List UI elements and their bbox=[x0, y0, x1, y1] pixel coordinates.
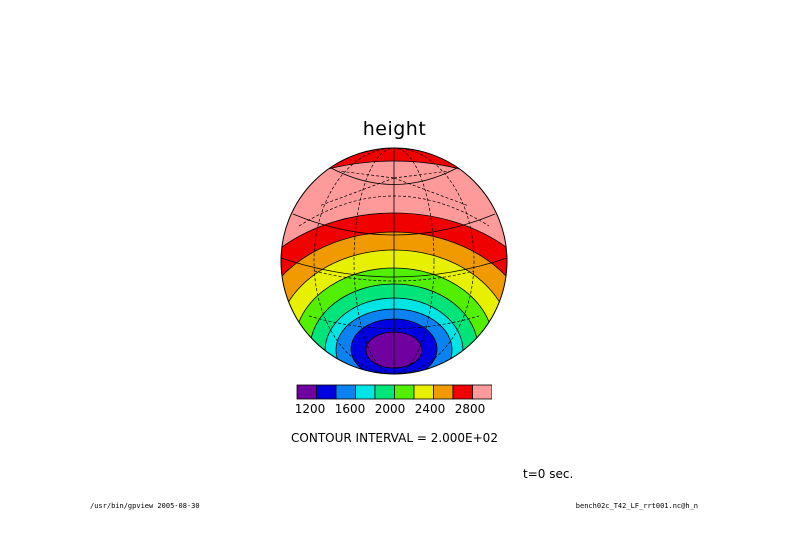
colorbar-swatch bbox=[335, 384, 356, 400]
colorbar-tick-1600: 1600 bbox=[334, 402, 366, 416]
globe-contour-map bbox=[280, 147, 508, 375]
colorbar-tick-1200: 1200 bbox=[294, 402, 326, 416]
footer-right: bench02c_T42_LF_rrt001.nc@h_n bbox=[575, 502, 698, 510]
colorbar-swatch bbox=[433, 384, 454, 400]
time-label: t=0 sec. bbox=[523, 467, 574, 481]
globe-outline bbox=[280, 147, 508, 375]
colorbar bbox=[296, 384, 492, 400]
colorbar-tick-2800: 2800 bbox=[454, 402, 486, 416]
colorbar-swatch bbox=[374, 384, 395, 400]
colorbar-swatch bbox=[355, 384, 376, 400]
graticule-parallels bbox=[281, 148, 507, 374]
colorbar-tick-2000: 2000 bbox=[374, 402, 406, 416]
contour-interval-label: CONTOUR INTERVAL = 2.000E+02 bbox=[291, 431, 498, 445]
colorbar-swatch bbox=[296, 384, 317, 400]
plot-title: height bbox=[362, 118, 427, 140]
colorbar-tick-2400: 2400 bbox=[414, 402, 446, 416]
footer-left: /usr/bin/gpview 2005-08-30 bbox=[90, 502, 200, 510]
colorbar-swatch bbox=[472, 384, 492, 400]
colorbar-swatch bbox=[394, 384, 415, 400]
colorbar-swatch bbox=[413, 384, 434, 400]
colorbar-swatch bbox=[316, 384, 337, 400]
colorbar-swatch bbox=[452, 384, 473, 400]
